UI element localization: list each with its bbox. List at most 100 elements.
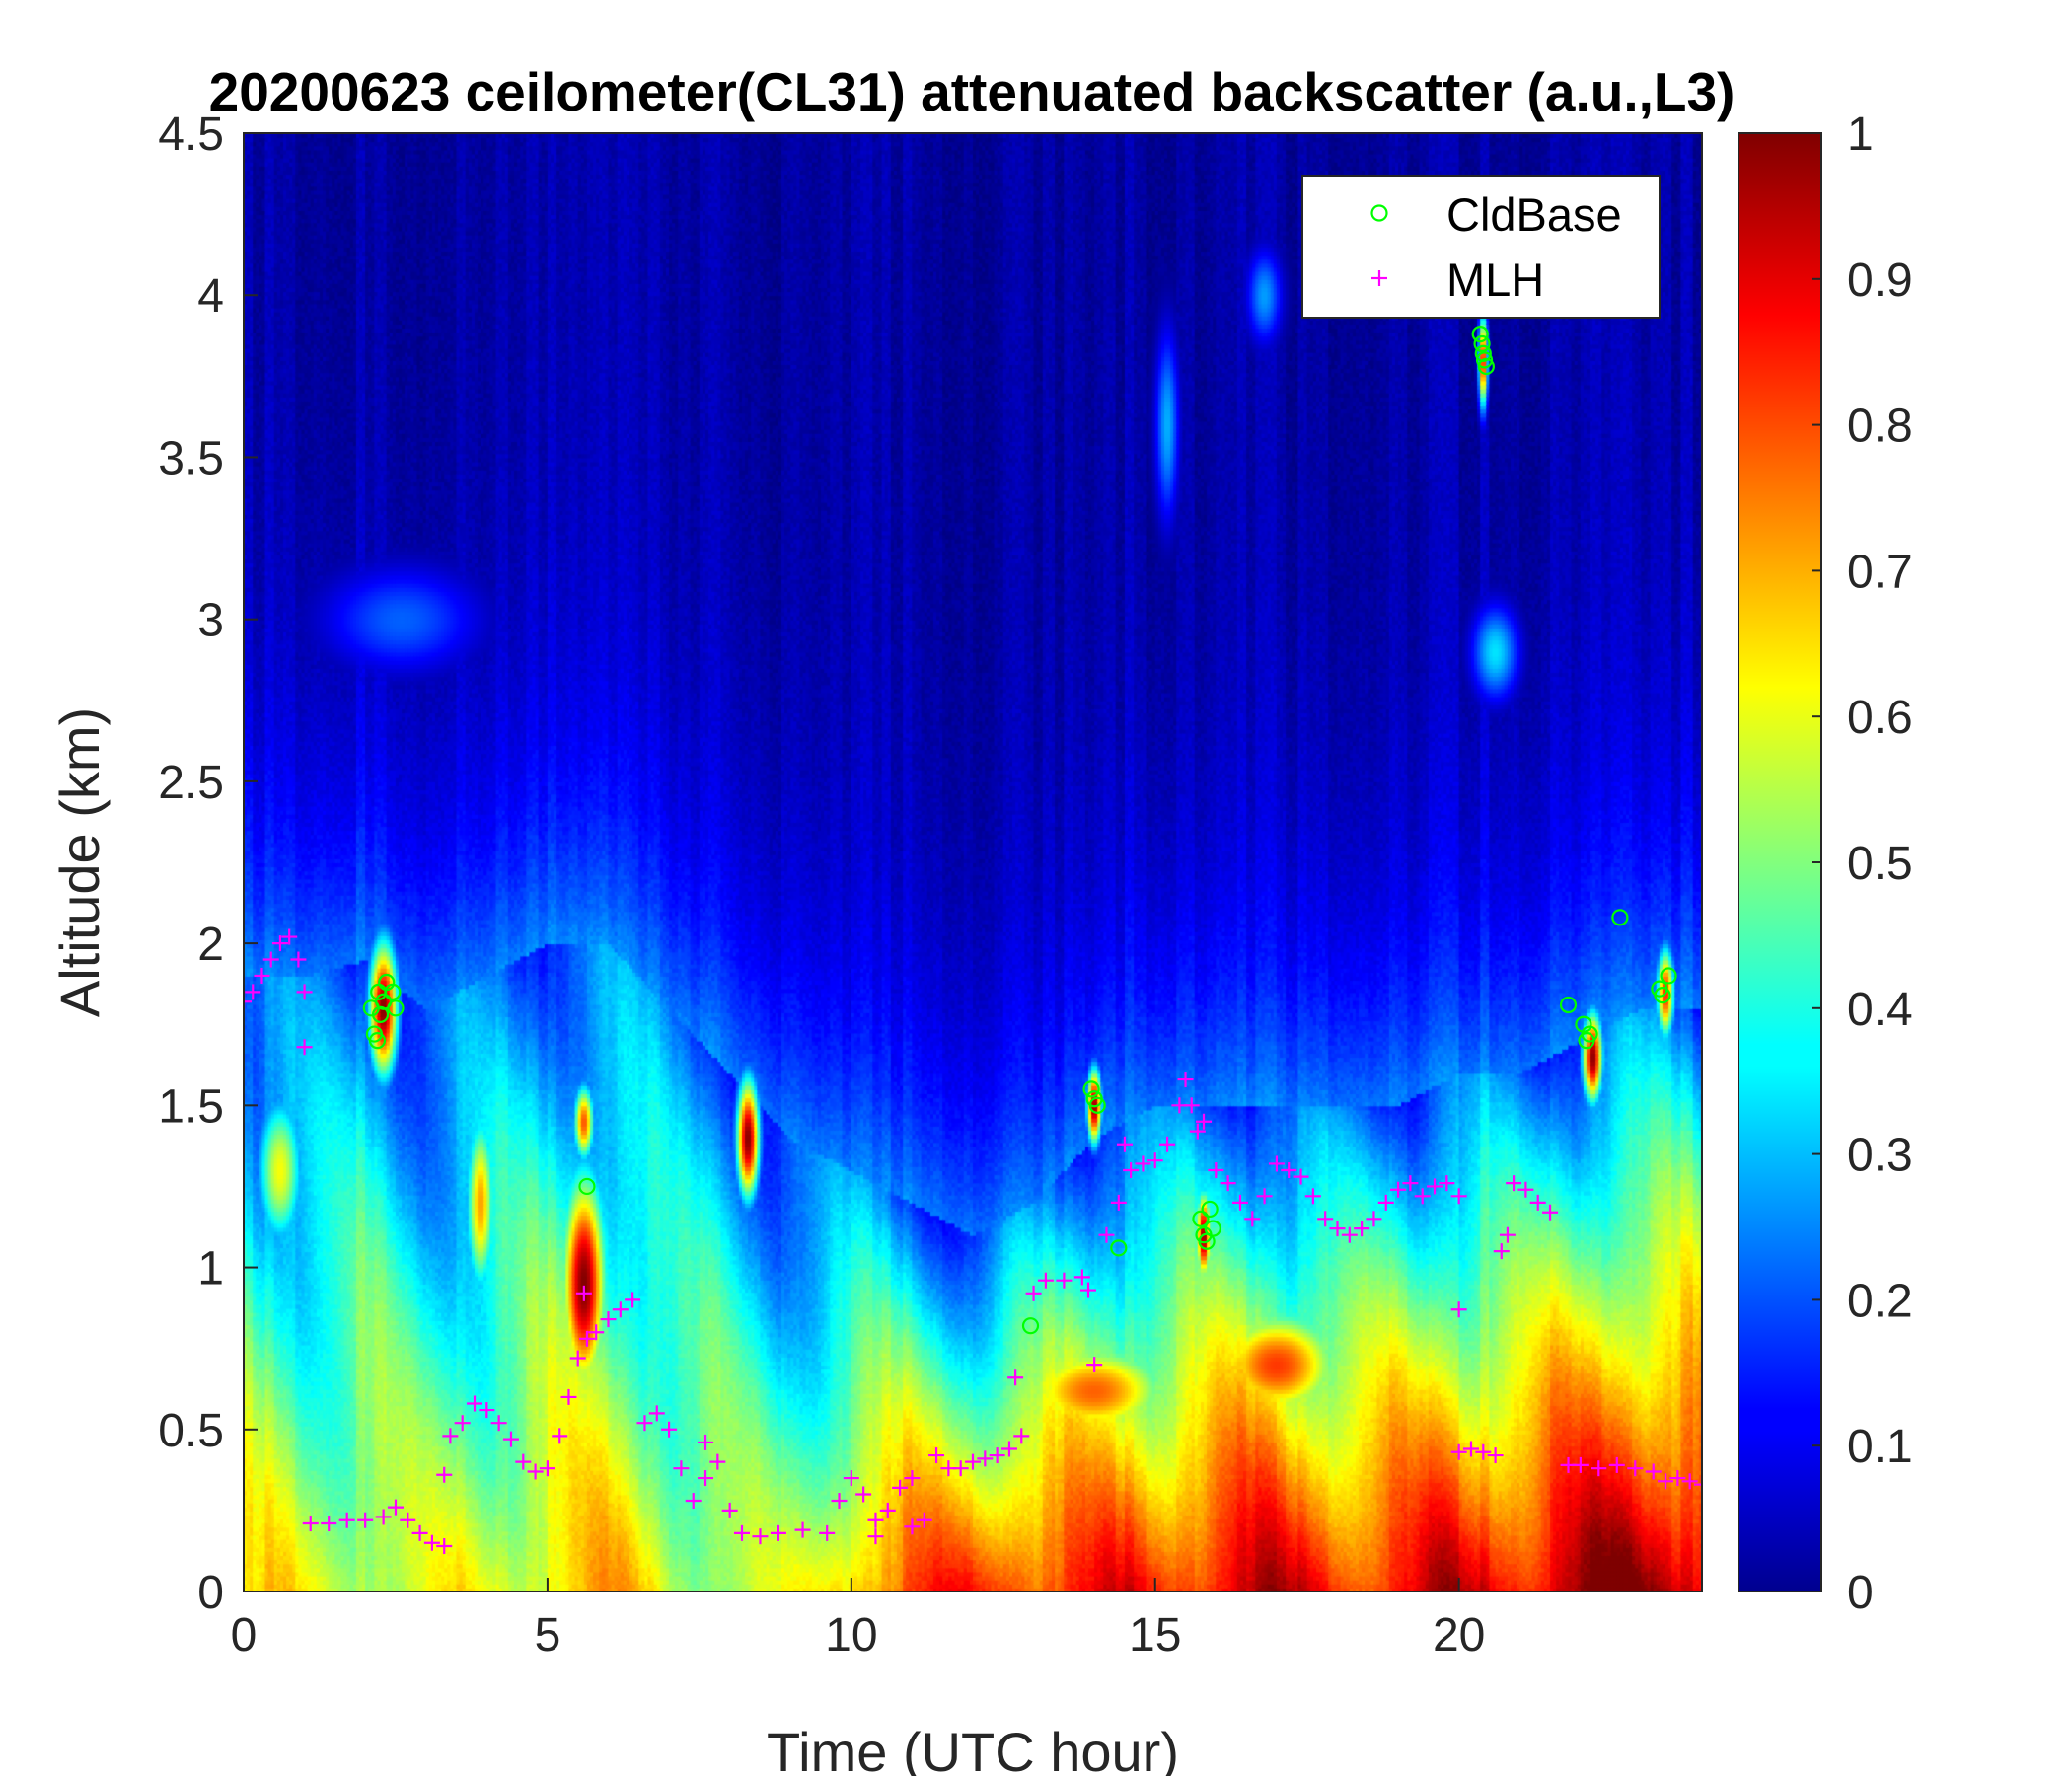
mlh-point — [1329, 1221, 1346, 1237]
mlh-point — [479, 1402, 495, 1419]
mlh-point — [1177, 1072, 1194, 1088]
colorbar-tick-label: 0.6 — [1847, 692, 1913, 744]
mlh-point — [1462, 1441, 1479, 1457]
mlh-point — [454, 1415, 471, 1432]
mlh-point — [1056, 1272, 1073, 1289]
y-tick-label: 3 — [197, 595, 224, 647]
mlh-point — [721, 1502, 738, 1518]
y-axis: 0 0.5 1 1.5 2 2.5 3 3.5 4 4.5 — [158, 109, 258, 1619]
mlh-point — [387, 1499, 404, 1516]
mlh-point — [245, 984, 261, 1000]
mlh-point — [1341, 1226, 1358, 1243]
mlh-point — [867, 1528, 884, 1545]
mlh-point — [1098, 1226, 1115, 1243]
mlh-point — [357, 1512, 374, 1528]
x-tick-label: 5 — [535, 1609, 561, 1662]
mlh-point — [302, 1516, 319, 1532]
cldbase-point — [1110, 1239, 1128, 1257]
mlh-point — [648, 1405, 665, 1422]
mlh-point — [709, 1453, 726, 1470]
cldbase-point — [1021, 1317, 1040, 1335]
mlh-point — [673, 1460, 690, 1477]
mlh-point — [1189, 1123, 1206, 1140]
mlh-point — [442, 1428, 459, 1444]
cldbase-point — [1471, 326, 1489, 343]
cldbase-legend-marker — [1370, 204, 1388, 222]
mlh-point — [636, 1415, 653, 1432]
mlh-point — [1529, 1194, 1546, 1211]
mlh-point — [879, 1502, 896, 1518]
backscatter-heatmap — [244, 133, 1702, 1591]
mlh-point — [1110, 1194, 1127, 1211]
mlh-point — [1281, 1162, 1297, 1179]
mlh-series — [244, 928, 1702, 1555]
y-tick-label: 4 — [197, 270, 224, 323]
mlh-point — [515, 1453, 532, 1470]
mlh-point — [625, 1292, 641, 1308]
mlh-point — [612, 1301, 629, 1318]
mlh-point — [1493, 1243, 1510, 1260]
mlh-point — [467, 1395, 483, 1412]
mlh-point — [1439, 1175, 1455, 1192]
y-tick-label: 1 — [197, 1243, 224, 1295]
mlh-point — [843, 1470, 859, 1487]
x-tick-label: 0 — [231, 1609, 258, 1662]
mlh-point — [1086, 1357, 1103, 1373]
cldbase-point — [368, 1032, 387, 1050]
mlh-point — [321, 1516, 337, 1532]
mlh-point — [892, 1479, 909, 1496]
cldbase-point — [1477, 357, 1495, 376]
mlh-point — [1000, 1441, 1017, 1457]
mlh-point — [1268, 1155, 1285, 1172]
mlh-point — [436, 1538, 453, 1555]
legend-label-cldbase: CldBase — [1446, 188, 1622, 241]
cldbase-point — [1559, 996, 1578, 1014]
colorbar-tick-label: 0 — [1847, 1567, 1874, 1619]
mlh-point — [1450, 1188, 1467, 1205]
mlh-point — [928, 1447, 945, 1464]
mlh-point — [1147, 1152, 1163, 1169]
mlh-point — [1208, 1162, 1224, 1179]
mlh-point — [1694, 1476, 1702, 1493]
mlh-point — [1499, 1226, 1516, 1243]
colorbar-gradient — [1738, 132, 1822, 1592]
plot-frame — [243, 132, 1703, 1592]
mlh-point — [1487, 1447, 1504, 1464]
x-tick-label: 10 — [825, 1609, 877, 1662]
mlh-point — [527, 1463, 544, 1480]
mlh-point — [685, 1493, 702, 1510]
colorbar-tick-label: 0.2 — [1847, 1275, 1913, 1327]
mlh-point — [1681, 1473, 1698, 1490]
colorbar-tick-label: 0.7 — [1847, 546, 1913, 598]
mlh-point — [1390, 1181, 1407, 1198]
mlh-point — [400, 1512, 416, 1528]
mlh-point — [904, 1470, 921, 1487]
mlh-point — [952, 1460, 969, 1477]
mlh-point — [1244, 1211, 1261, 1227]
mlh-point — [698, 1470, 714, 1487]
colorbar-ticks: 0 0.1 0.2 0.3 0.4 0.5 0.6 0.7 0.8 0.9 1 — [1812, 109, 1913, 1619]
colorbar-tick-label: 0.3 — [1847, 1130, 1913, 1182]
mlh-point — [296, 1039, 313, 1056]
mlh-point — [1542, 1204, 1559, 1221]
mlh-point — [794, 1521, 811, 1538]
mlh-point — [698, 1434, 714, 1450]
mlh-point — [977, 1450, 994, 1467]
mlh-point — [244, 994, 252, 1010]
mlh-point — [867, 1512, 884, 1528]
cldbase-point — [1660, 967, 1677, 985]
cldbase-point — [1581, 1025, 1598, 1043]
mlh-point — [411, 1524, 428, 1541]
mlh-point — [296, 984, 313, 1000]
cldbase-point — [384, 983, 402, 1000]
mlh-point — [1450, 1301, 1467, 1318]
mlh-point — [1256, 1188, 1273, 1205]
mlh-point — [1506, 1175, 1522, 1192]
mlh-point — [1627, 1460, 1644, 1477]
y-tick-label: 3.5 — [158, 432, 224, 484]
mlh-legend-marker — [1371, 270, 1387, 286]
mlh-point — [1073, 1269, 1090, 1286]
mlh-point — [904, 1518, 921, 1535]
mlh-point — [1402, 1175, 1419, 1192]
